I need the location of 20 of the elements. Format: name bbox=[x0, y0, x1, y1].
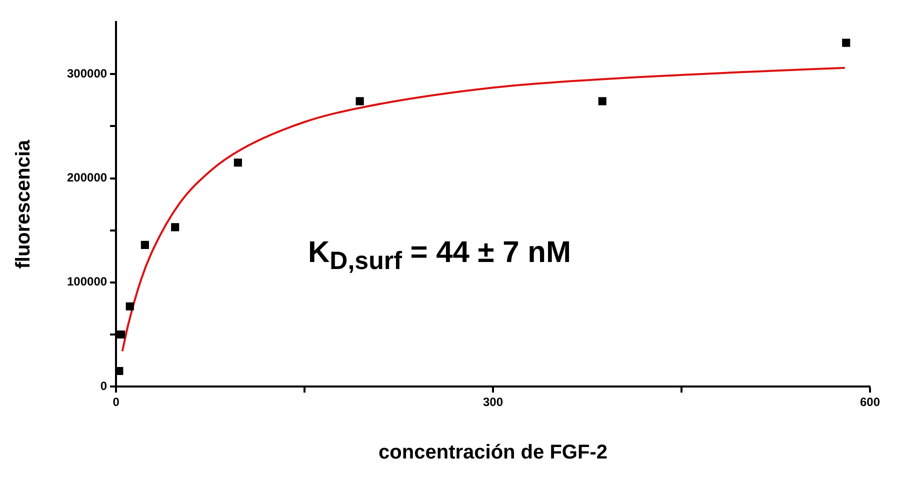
y-tick-label: 300000 bbox=[66, 66, 108, 80]
annotation: K$_{D,surf}$ = 44 ± 7 nM bbox=[308, 236, 571, 276]
point bbox=[116, 366, 124, 376]
y-tick-label: 100000 bbox=[66, 274, 108, 289]
x-axis-title: concentración de FGF-2 bbox=[378, 442, 608, 464]
point bbox=[598, 97, 606, 106]
point bbox=[171, 223, 180, 232]
y-tick-label: 0 bbox=[100, 378, 108, 393]
point bbox=[140, 240, 149, 249]
y-axis-title: fluorescencia bbox=[12, 138, 35, 269]
point bbox=[126, 302, 134, 310]
x-tick-label: 600 bbox=[860, 395, 880, 410]
line-series bbox=[121, 66, 846, 352]
point bbox=[234, 158, 242, 167]
point bbox=[356, 97, 364, 106]
point bbox=[842, 38, 850, 47]
point bbox=[117, 330, 126, 339]
x-tick-label: 0 bbox=[112, 395, 120, 410]
x-tick-label: 300 bbox=[483, 395, 504, 410]
y-tick-label: 200000 bbox=[66, 170, 108, 185]
